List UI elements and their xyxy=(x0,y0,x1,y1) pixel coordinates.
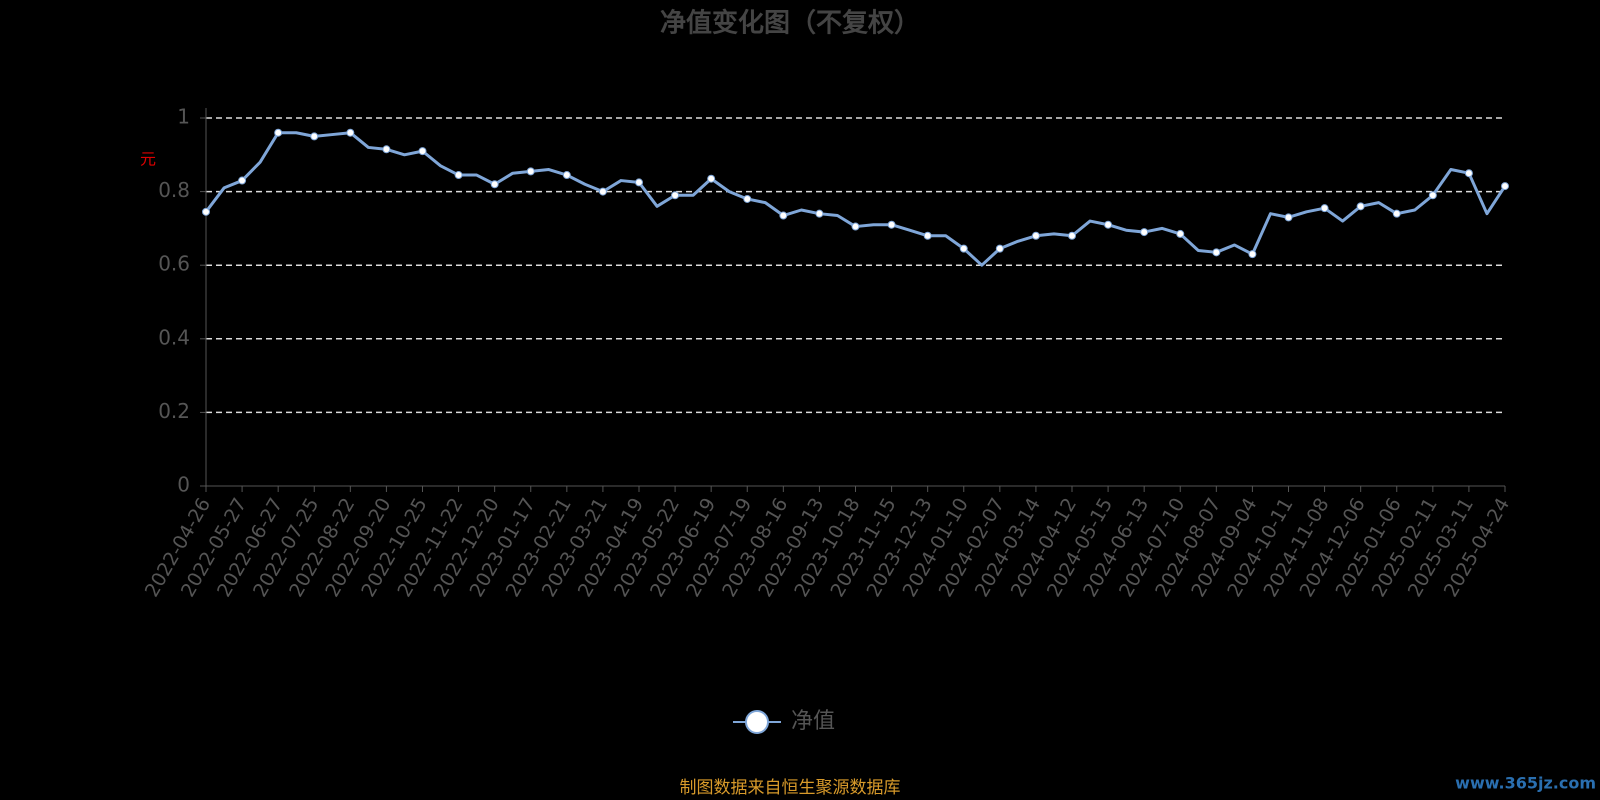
point-marker xyxy=(562,171,571,180)
point-marker xyxy=(1428,191,1437,200)
legend-label: 净值 xyxy=(791,709,835,734)
point-marker xyxy=(851,222,860,231)
point-marker xyxy=(995,244,1004,253)
point-marker xyxy=(346,128,355,137)
y-tick-label: 0.4 xyxy=(158,325,190,349)
point-marker xyxy=(1176,229,1185,238)
point-marker xyxy=(1320,204,1329,213)
point-marker xyxy=(274,128,283,137)
point-marker xyxy=(238,176,247,185)
y-tick-label: 0.2 xyxy=(158,399,190,423)
point-marker xyxy=(1104,220,1113,229)
point-marker xyxy=(779,211,788,220)
point-marker xyxy=(382,145,391,154)
y-tick-label: 0.6 xyxy=(158,252,190,276)
y-tick-label: 0 xyxy=(177,473,190,497)
y-tick-label: 0.8 xyxy=(158,178,190,202)
point-marker xyxy=(743,194,752,203)
point-marker xyxy=(671,191,680,200)
legend-marker xyxy=(745,710,769,734)
point-marker xyxy=(1248,250,1257,259)
point-marker xyxy=(1068,231,1076,240)
point-marker xyxy=(1212,248,1221,257)
point-marker xyxy=(707,174,716,183)
point-marker xyxy=(1356,202,1365,211)
point-marker xyxy=(202,207,210,216)
point-marker xyxy=(598,187,607,196)
point-marker xyxy=(490,180,499,189)
point-marker xyxy=(1140,228,1149,237)
point-marker xyxy=(1464,169,1473,178)
source-note: 制图数据来自恒生聚源数据库 xyxy=(680,778,901,798)
point-marker xyxy=(310,132,319,141)
point-marker xyxy=(815,209,824,218)
point-marker xyxy=(1392,209,1401,218)
watermark: www.365jz.com xyxy=(1455,774,1596,793)
point-marker xyxy=(1284,213,1293,222)
point-marker xyxy=(418,147,427,156)
point-marker xyxy=(1031,231,1040,240)
point-marker xyxy=(526,167,535,176)
y-axis-label: 元 xyxy=(140,150,156,169)
y-tick-label: 1 xyxy=(177,105,190,129)
point-marker xyxy=(923,231,932,240)
point-marker xyxy=(635,178,643,187)
point-marker xyxy=(887,220,896,229)
point-marker xyxy=(959,244,968,253)
chart-title: 净值变化图（不复权） xyxy=(660,8,920,39)
point-marker xyxy=(1501,182,1509,191)
point-marker xyxy=(454,171,463,180)
